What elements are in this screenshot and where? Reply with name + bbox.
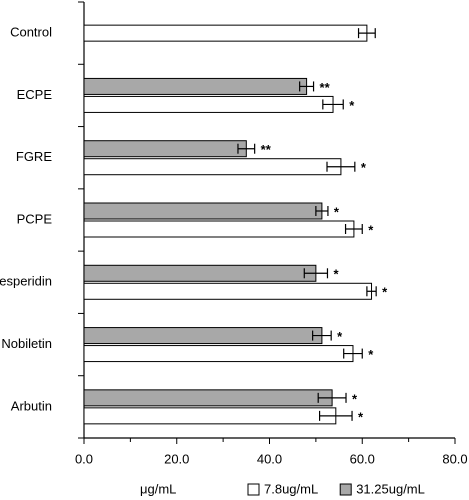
bar [83,264,317,282]
significance-label: * [368,222,374,237]
significance-label: * [349,98,355,113]
legend-swatch [339,483,352,496]
y-tick-label: FGRE [16,149,52,164]
y-tick-label: PCPE [17,211,53,226]
error-bar [322,99,344,110]
error-bar [344,224,363,234]
bar [83,407,337,425]
error-bar [318,410,353,421]
bar [83,24,368,42]
significance-label: * [334,204,340,219]
y-tick-label: Hesperidin [0,274,52,289]
significance-label: * [368,347,374,362]
x-tick-label: 80.0 [442,451,467,466]
significance-label: * [337,329,343,344]
significance-label: * [382,285,388,300]
legend-swatch [247,483,260,496]
y-tick-label: Arbutin [11,398,52,413]
significance-label: * [352,391,358,406]
bar [83,220,355,238]
error-bar [326,161,356,172]
legend-label: 7.8ug/mL [264,481,318,496]
error-bar [317,392,347,403]
legend-label: 31.25ug/mL [356,481,425,496]
significance-label: * [358,409,364,424]
bar [83,202,323,220]
significance-label: * [333,267,339,282]
y-tick-label: ECPE [17,87,53,102]
error-bar [343,348,363,359]
error-bar [366,286,377,297]
error-bar [357,28,376,39]
bar [83,140,247,158]
bar [83,389,333,407]
x-tick-label: 40.0 [257,451,282,466]
error-bar [237,143,256,154]
error-bar [312,330,332,341]
y-tick-label: Nobiletin [1,336,52,351]
bar [83,282,373,300]
x-axis-label: μg/mL [140,481,176,496]
error-bar [299,81,315,92]
x-tick-label: 20.0 [164,451,189,466]
bar [83,345,354,363]
bar [83,158,342,176]
error-bar [303,268,329,279]
y-tick-label: Control [10,25,52,40]
bar [83,95,334,113]
bar [83,327,323,345]
error-bar [315,206,329,216]
bar [83,77,308,95]
x-tick-label: 60.0 [350,451,375,466]
x-tick-label: 0.0 [75,451,93,466]
significance-label: ** [320,80,331,95]
significance-label: * [361,160,367,175]
significance-label: ** [261,142,272,157]
